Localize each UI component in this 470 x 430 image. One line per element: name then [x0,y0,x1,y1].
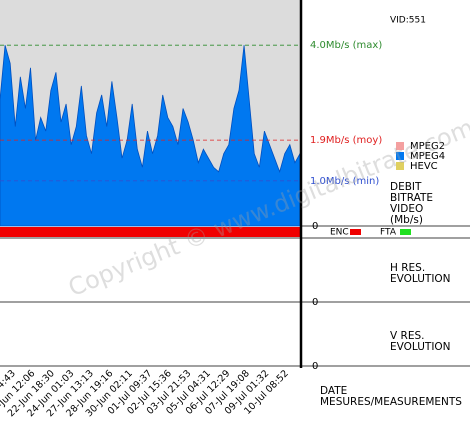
y-axis-label: DEBIT [390,181,422,193]
legend-label: MPEG4 [410,151,445,162]
panel-label: EVOLUTION [390,273,451,285]
fta-box [400,229,411,235]
legend-label: HEVC [410,161,438,172]
reference-label: 1.0Mb/s (min) [310,176,379,187]
legend-swatch [396,152,404,160]
x-axis-label: DATE [320,385,347,397]
reference-label: 1.9Mb/s (moy) [310,135,382,146]
panel-label: EVOLUTION [390,341,451,353]
x-axis-label: MESURES/MEASUREMENTS [320,396,462,408]
enc-label: ENC [330,228,349,238]
legend-label: MPEG2 [410,141,445,152]
legend-swatch [396,142,404,150]
fta-label: FTA [380,228,397,238]
legend-swatch [396,162,404,170]
reference-label: 4.0Mb/s (max) [310,40,382,51]
panel-label: H RES. [390,262,425,274]
enc-box [350,229,361,235]
y-tick-label: 0 [312,221,318,232]
enc-bar [0,227,300,237]
id-label: VID:551 [390,16,426,26]
panel-label: V RES. [390,330,424,342]
y-axis-label: BITRATE [390,192,433,204]
y-tick-label: 0 [312,297,318,308]
y-tick-label: 0 [312,361,318,372]
y-axis-label: (Mb/s) [390,214,423,226]
y-axis-label: VIDEO [390,203,423,215]
